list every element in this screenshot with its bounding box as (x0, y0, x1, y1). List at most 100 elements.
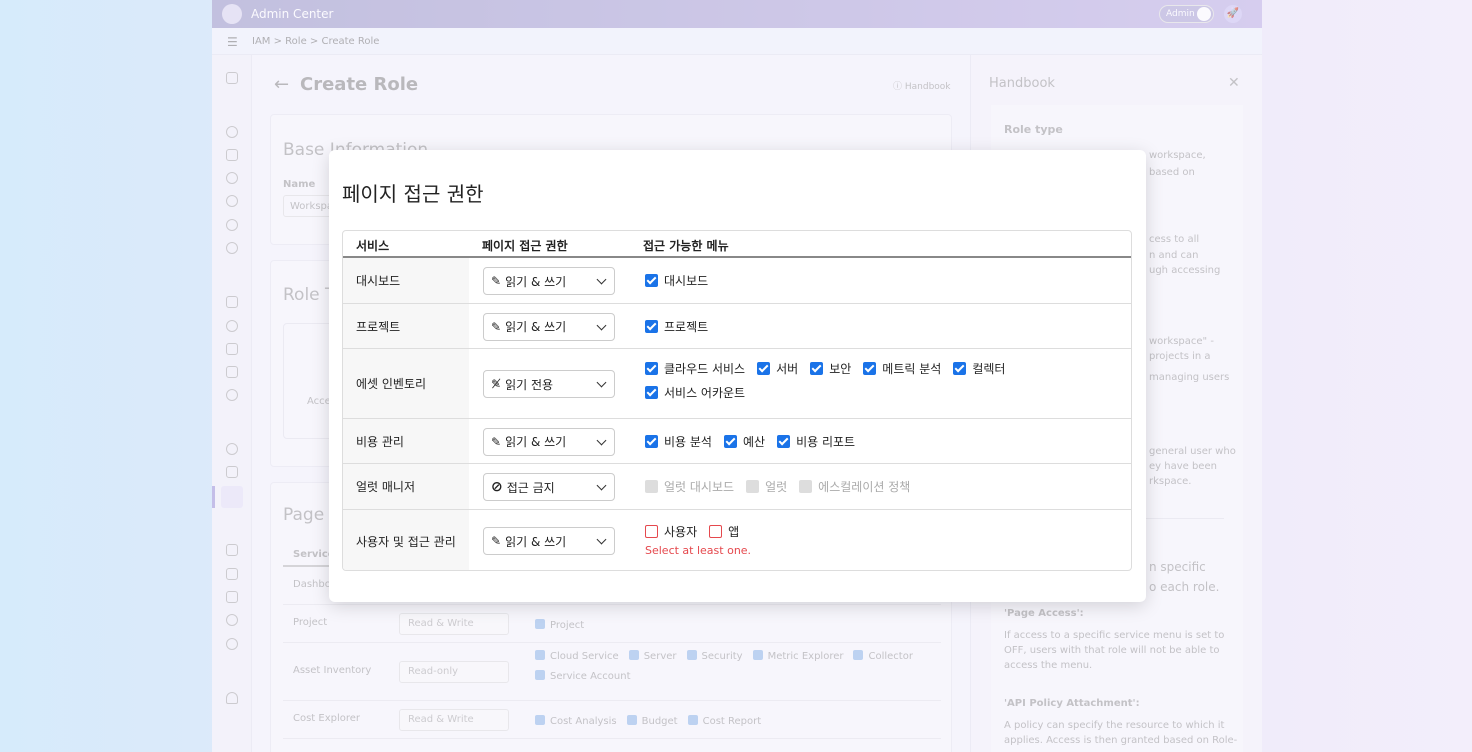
table-row: 프로젝트 ✎ 읽기 & 쓰기 프로젝트 (343, 304, 1131, 349)
report-icon[interactable] (226, 343, 238, 355)
bg-menu-checkbox[interactable]: Cost Analysis (535, 715, 617, 727)
active-indicator (212, 486, 215, 508)
handbook-link[interactable]: ⓘ Handbook (893, 82, 951, 92)
handbook-text: OFF, users with that role will not be ab… (1004, 645, 1220, 656)
checkbox-icon (799, 480, 813, 493)
handbook-text: o each role. (1149, 580, 1220, 594)
service-name: 프로젝트 (356, 319, 401, 334)
menu-checkbox[interactable]: 비용 분석 (645, 430, 712, 454)
dollar-icon[interactable] (226, 320, 238, 332)
grid-icon[interactable] (226, 72, 238, 84)
bg-access-select[interactable]: Read-only (399, 661, 509, 683)
admin-mode-label: Admin (1166, 9, 1195, 19)
bg-access-select[interactable]: Read & Write (399, 709, 509, 731)
sidebar (212, 55, 252, 752)
access-select[interactable]: ✎ 읽기 & 쓰기 (483, 527, 615, 555)
compass-icon[interactable] (226, 172, 238, 184)
service-name: 얼럿 매니저 (356, 480, 416, 494)
bg-access-select[interactable]: Read & Write (399, 613, 509, 635)
bg-menu-checkbox[interactable]: Security (686, 650, 743, 662)
table-row: 얼럿 매니저 ⊘ 접근 금지 얼럿 대시보드 얼럿 에스컬레이션 정책 (343, 464, 1131, 510)
bg-menu-checkbox[interactable]: Project (535, 619, 584, 631)
access-select[interactable]: ⊘ 접근 금지 (483, 473, 615, 501)
access-select[interactable]: ✎ 읽기 & 쓰기 (483, 312, 615, 341)
permission-table: 서비스 페이지 접근 권한 접근 가능한 메뉴 대시보드 ✎ 읽기 & 쓰기 대시보드… (342, 230, 1132, 571)
moon-icon[interactable] (226, 614, 238, 626)
alert-icon[interactable] (226, 219, 238, 231)
bell-icon[interactable] (226, 692, 238, 704)
cube-icon[interactable] (226, 544, 238, 556)
bg-menu-checkbox[interactable]: Metric Explorer (752, 650, 843, 662)
modal-title: 페이지 접근 권한 (342, 182, 484, 206)
bg-menu-checkbox[interactable]: Cloud Service (535, 650, 619, 662)
api-policy-heading: 'API Policy Attachment': (1004, 698, 1140, 709)
menu-checkbox[interactable]: 사용자 (645, 520, 697, 544)
bookmark-icon[interactable] (226, 591, 238, 603)
checkbox-icon (709, 525, 723, 538)
handbook-text: A policy can specify the resource to whi… (1004, 720, 1225, 731)
breadcrumb-iam[interactable]: IAM (252, 36, 271, 47)
checkbox-icon (757, 362, 771, 375)
menu-checkbox[interactable]: 예산 (723, 430, 765, 454)
handbook-text: managing users (1149, 372, 1230, 383)
menu-checkbox[interactable]: 서버 (757, 357, 798, 381)
access-value: 읽기 & 쓰기 (505, 435, 567, 449)
menu-checkbox[interactable]: 대시보드 (645, 269, 708, 293)
bg-access-value: Read-only (408, 666, 459, 677)
menu-label: 사용자 (664, 525, 698, 539)
checkbox-icon (645, 434, 658, 448)
bg-menu-checkbox[interactable]: Cost Report (687, 715, 761, 727)
menu-checkbox[interactable]: 앱 (709, 520, 739, 544)
pencil-off-icon: ✎̸ (491, 377, 502, 391)
chevron-down-icon (596, 377, 607, 388)
table-row: 대시보드 ✎ 읽기 & 쓰기 대시보드 (343, 258, 1131, 304)
bg-menu-checkbox[interactable]: Server (628, 650, 677, 662)
access-select[interactable]: ✎ 읽기 & 쓰기 (483, 267, 615, 295)
breadcrumb-role[interactable]: Role (285, 36, 307, 47)
cloud-icon[interactable] (226, 126, 238, 138)
access-select[interactable]: ✎̸ 읽기 전용 (483, 370, 615, 398)
bg-menu-checkbox[interactable]: Budget (626, 715, 678, 727)
page-access-title: Page (283, 505, 325, 525)
close-icon[interactable]: ✕ (1228, 75, 1240, 91)
access-select[interactable]: ✎ 읽기 & 쓰기 (483, 427, 615, 456)
menu-checkbox[interactable]: 보안 (810, 357, 851, 381)
bg-menu-checkbox[interactable]: Collector (853, 650, 913, 662)
menu-checkbox[interactable]: 서비스 어카운트 (645, 381, 745, 405)
table-row: 비용 관리 ✎ 읽기 & 쓰기 비용 분석 예산 비용 리포트 (343, 419, 1131, 464)
key-icon[interactable] (226, 466, 238, 478)
menu-checkbox[interactable]: 컬렉터 (953, 357, 1005, 381)
menu-icon[interactable]: ☰ (227, 35, 238, 49)
pencil-icon: ✎ (491, 319, 502, 334)
rocket-icon[interactable]: 🚀 (1224, 5, 1242, 23)
page-access-modal: 페이지 접근 권한 서비스 페이지 접근 권한 접근 가능한 메뉴 대시보드 ✎ 읽… (329, 150, 1146, 602)
handbook-text: workspace" - (1149, 336, 1214, 347)
bg-table-row: Cost Explorer Read & Write Cost Analysis Bu… (283, 701, 941, 739)
shield-icon[interactable] (226, 242, 238, 254)
access-value: 읽기 전용 (505, 377, 554, 392)
security-icon[interactable] (226, 195, 238, 207)
menu-checkbox[interactable]: 클라우드 서비스 (645, 357, 745, 381)
bg-menu-checkbox[interactable]: Service Account (535, 670, 631, 682)
bg-access-value: Read & Write (408, 714, 474, 725)
user-icon[interactable] (226, 443, 238, 455)
table-row: 사용자 및 접근 관리 ✎ 읽기 & 쓰기 사용자 앱 Select at least o… (343, 510, 1131, 570)
bg-table-row: Dashbo (283, 567, 941, 605)
ban-icon: ⊘ (491, 479, 503, 495)
avatar-icon[interactable] (222, 4, 242, 24)
admin-mode-toggle[interactable]: Admin (1159, 5, 1214, 23)
server-icon[interactable] (226, 149, 238, 161)
back-arrow-icon[interactable]: ← (274, 74, 290, 95)
menu-checkbox[interactable]: 비용 리포트 (777, 430, 855, 454)
settings-icon[interactable] (226, 638, 238, 650)
database-icon[interactable] (226, 366, 238, 378)
chart-icon[interactable] (226, 296, 238, 308)
menu-checkbox[interactable]: 메트릭 분석 (863, 357, 941, 381)
gear-icon[interactable] (226, 389, 238, 401)
handbook-text: access the menu. (1004, 660, 1093, 671)
handbook-text: applies. Access is then granted based on… (1004, 735, 1238, 746)
menu-checkbox[interactable]: 프로젝트 (645, 315, 708, 339)
boxes-icon[interactable] (226, 568, 238, 580)
iam-icon[interactable] (221, 486, 243, 508)
breadcrumb: ☰ IAM > Role > Create Role (212, 28, 1262, 55)
